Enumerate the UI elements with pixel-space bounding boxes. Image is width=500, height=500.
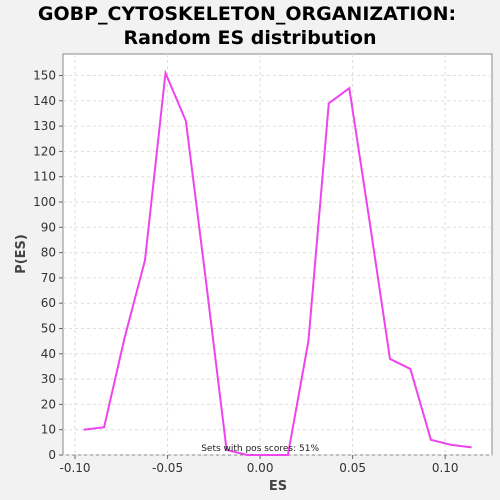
- y-tick-label: 110: [33, 170, 56, 184]
- x-tick-label: 0.05: [339, 461, 366, 475]
- y-tick-label: 90: [41, 220, 56, 234]
- y-tick-label: 150: [33, 69, 56, 83]
- es-distribution-line: [83, 69, 472, 456]
- y-tick-label: 100: [33, 195, 56, 209]
- y-tick-label: 30: [41, 372, 56, 386]
- chart-title-line1: GOBP_CYTOSKELETON_ORGANIZATION:: [38, 3, 456, 25]
- y-tick-label: 140: [33, 94, 56, 108]
- y-tick-label: 80: [41, 246, 56, 260]
- y-tick-label: 60: [41, 296, 56, 310]
- y-axis-ticks: 0 10 20 30 40 50 60 70 80 90 100 110 120 130 140 150: [33, 69, 63, 462]
- pos-scores-annotation: Sets with pos scores: 51%: [201, 444, 319, 454]
- grid-lines: [63, 54, 492, 456]
- y-axis-label: P(ES): [14, 234, 29, 274]
- x-tick-label: 0.00: [247, 461, 274, 475]
- y-tick-label: 0: [48, 448, 56, 462]
- plot-area: [62, 53, 493, 456]
- y-tick-label: 120: [33, 144, 56, 158]
- x-tick-label: -0.05: [152, 461, 183, 475]
- y-tick-label: 70: [41, 271, 56, 285]
- y-tick-label: 50: [41, 322, 56, 336]
- y-tick-label: 10: [41, 423, 56, 437]
- y-tick-label: 20: [41, 397, 56, 411]
- chart-title-line2: Random ES distribution: [123, 27, 376, 49]
- y-tick-label: 40: [41, 347, 56, 361]
- x-tick-label: 0.10: [432, 461, 459, 475]
- y-tick-label: 130: [33, 119, 56, 133]
- x-tick-label: -0.10: [59, 461, 90, 475]
- x-axis-ticks: -0.10 -0.05 0.00 0.05 0.10: [59, 455, 459, 475]
- x-axis-label: ES: [269, 479, 287, 494]
